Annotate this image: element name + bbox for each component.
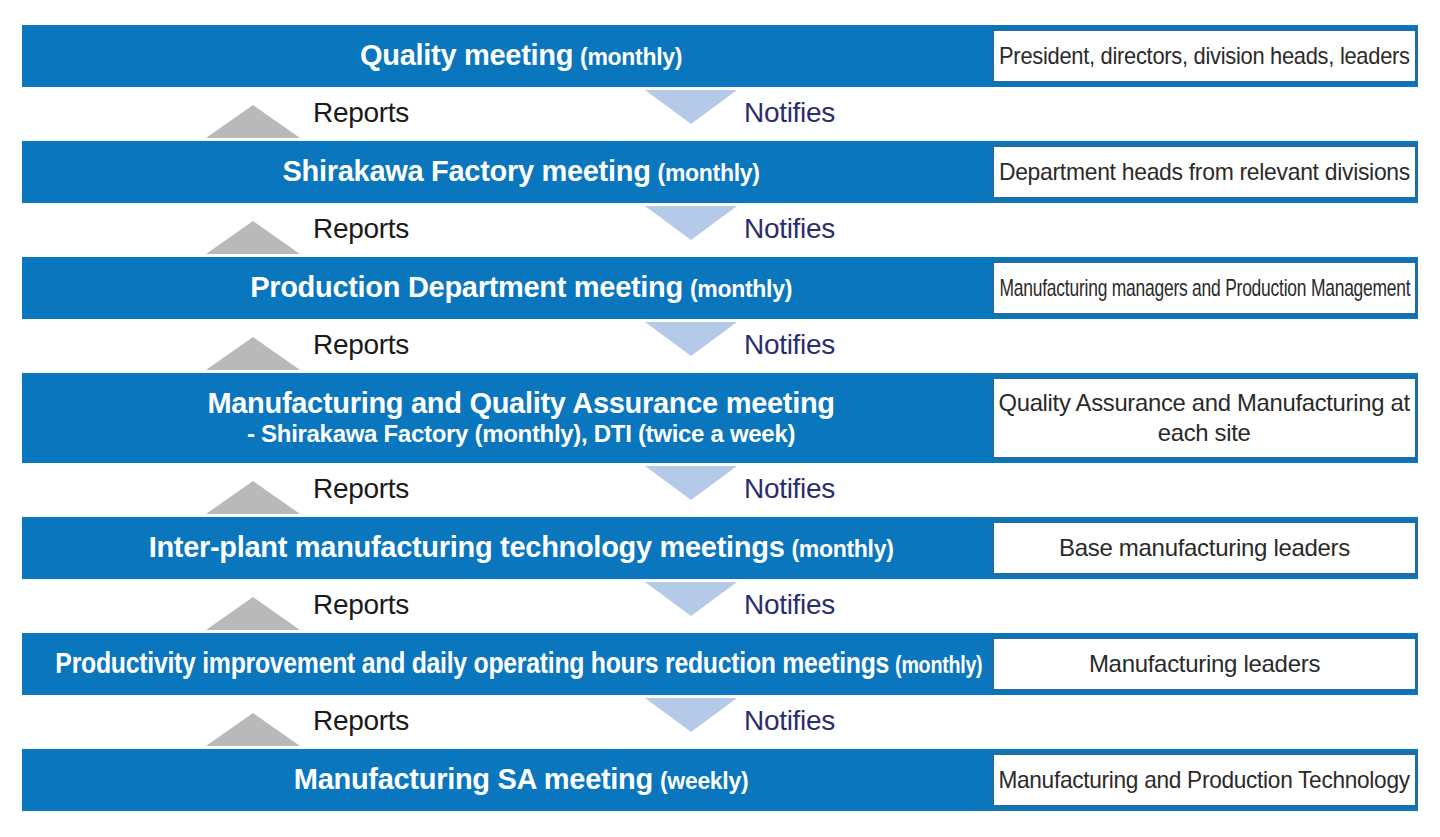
notifies-down-arrow-icon bbox=[645, 322, 737, 356]
meeting-frequency: (weekly) bbox=[660, 768, 748, 794]
notifies-label: Notifies bbox=[744, 473, 835, 505]
meeting-bar-row: Quality meeting (monthly) President, dire… bbox=[22, 25, 1418, 87]
meeting-title: Production Department meeting (monthly) bbox=[22, 257, 987, 319]
meeting-hierarchy-diagram: Quality meeting (monthly) President, dire… bbox=[22, 25, 1418, 811]
meeting-title-text: Shirakawa Factory meeting (monthly) bbox=[249, 137, 759, 206]
meeting-title: Productivity improvement and daily opera… bbox=[22, 633, 987, 695]
meeting-name: Productivity improvement and daily opera… bbox=[55, 647, 889, 679]
meeting-bar-row: Productivity improvement and daily opera… bbox=[22, 633, 1418, 695]
notifies-down-arrow-icon bbox=[645, 582, 737, 616]
meeting-title: Quality meeting (monthly) bbox=[22, 25, 987, 87]
connector-band: Reports Notifies bbox=[22, 695, 1418, 749]
meeting-frequency: (monthly) bbox=[580, 44, 682, 70]
meeting-bar-row: Manufacturing SA meeting (weekly) Manufac… bbox=[22, 749, 1418, 811]
meeting-title: Inter-plant manufacturing technology mee… bbox=[22, 517, 987, 579]
attendees-box: Manufacturing and Production Technology bbox=[991, 752, 1418, 808]
reports-label: Reports bbox=[313, 329, 409, 361]
attendees-text: Manufacturing managers and Production Ma… bbox=[999, 273, 1410, 303]
connector-band: Reports Notifies bbox=[22, 463, 1418, 517]
attendees-box: President, directors, division heads, le… bbox=[991, 28, 1418, 84]
attendees-box: Manufacturing managers and Production Ma… bbox=[991, 260, 1418, 316]
meeting-title-text: Production Department meeting (monthly) bbox=[217, 253, 792, 322]
meeting-title: Shirakawa Factory meeting (monthly) bbox=[22, 141, 987, 203]
notifies-label: Notifies bbox=[744, 213, 835, 245]
attendees-box: Department heads from relevant divisions bbox=[991, 144, 1418, 200]
reports-label: Reports bbox=[313, 97, 409, 129]
attendees-text: Manufacturing and Production Technology bbox=[999, 765, 1410, 795]
meeting-title-text: Manufacturing and Quality Assurance meet… bbox=[174, 369, 835, 467]
reports-up-arrow-icon bbox=[206, 337, 300, 370]
meeting-name: Quality meeting bbox=[360, 39, 573, 71]
connector-band: Reports Notifies bbox=[22, 319, 1418, 373]
reports-up-arrow-icon bbox=[206, 597, 300, 630]
notifies-down-arrow-icon bbox=[645, 698, 737, 732]
reports-up-arrow-icon bbox=[206, 221, 300, 254]
reports-up-arrow-icon bbox=[206, 713, 300, 746]
notifies-label: Notifies bbox=[744, 589, 835, 621]
meeting-name: Production Department meeting bbox=[250, 271, 683, 303]
meeting-frequency: (monthly) bbox=[791, 536, 893, 562]
notifies-label: Notifies bbox=[744, 97, 835, 129]
meeting-title-text: Quality meeting (monthly) bbox=[327, 21, 682, 90]
attendees-box: Base manufacturing leaders bbox=[991, 520, 1418, 576]
connector-band: Reports Notifies bbox=[22, 579, 1418, 633]
attendees-text: Base manufacturing leaders bbox=[1059, 533, 1350, 563]
notifies-label: Notifies bbox=[744, 329, 835, 361]
attendees-text: Department heads from relevant divisions bbox=[999, 157, 1410, 187]
meeting-title-text: Productivity improvement and daily opera… bbox=[27, 629, 982, 698]
meeting-frequency: (monthly) bbox=[690, 276, 792, 302]
notifies-down-arrow-icon bbox=[645, 206, 737, 240]
reports-label: Reports bbox=[313, 473, 409, 505]
attendees-text: President, directors, division heads, le… bbox=[999, 41, 1410, 71]
notifies-down-arrow-icon bbox=[645, 90, 737, 124]
meeting-title: Manufacturing SA meeting (weekly) bbox=[22, 749, 987, 811]
meeting-bar-row: Shirakawa Factory meeting (monthly) Depar… bbox=[22, 141, 1418, 203]
reports-up-arrow-icon bbox=[206, 105, 300, 138]
connector-band: Reports Notifies bbox=[22, 87, 1418, 141]
notifies-label: Notifies bbox=[744, 705, 835, 737]
meeting-title-text: Inter-plant manufacturing technology mee… bbox=[115, 513, 893, 582]
reports-label: Reports bbox=[313, 705, 409, 737]
meeting-detail: - Shirakawa Factory (monthly), DTI (twic… bbox=[247, 420, 795, 447]
meeting-name: Inter-plant manufacturing technology mee… bbox=[149, 531, 785, 563]
connector-band: Reports Notifies bbox=[22, 203, 1418, 257]
reports-label: Reports bbox=[313, 213, 409, 245]
meeting-title-text: Manufacturing SA meeting (weekly) bbox=[261, 745, 749, 814]
attendees-box: Quality Assurance and Manufacturing at e… bbox=[991, 376, 1418, 460]
attendees-text: Manufacturing leaders bbox=[1089, 649, 1320, 679]
meeting-bar-row: Manufacturing and Quality Assurance meet… bbox=[22, 373, 1418, 463]
notifies-down-arrow-icon bbox=[645, 466, 737, 500]
meeting-name: Shirakawa Factory meeting bbox=[283, 155, 651, 187]
meeting-name: Manufacturing and Quality Assurance meet… bbox=[207, 387, 834, 419]
reports-label: Reports bbox=[313, 589, 409, 621]
meeting-frequency: (monthly) bbox=[658, 160, 760, 186]
attendees-box: Manufacturing leaders bbox=[991, 636, 1418, 692]
meeting-title: Manufacturing and Quality Assurance meet… bbox=[22, 373, 987, 463]
meeting-bar-row: Production Department meeting (monthly) M… bbox=[22, 257, 1418, 319]
meeting-name: Manufacturing SA meeting bbox=[294, 763, 653, 795]
reports-up-arrow-icon bbox=[206, 481, 300, 514]
meeting-bar-row: Inter-plant manufacturing technology mee… bbox=[22, 517, 1418, 579]
meeting-frequency: (monthly) bbox=[895, 652, 982, 678]
attendees-text: Quality Assurance and Manufacturing at e… bbox=[999, 388, 1410, 448]
